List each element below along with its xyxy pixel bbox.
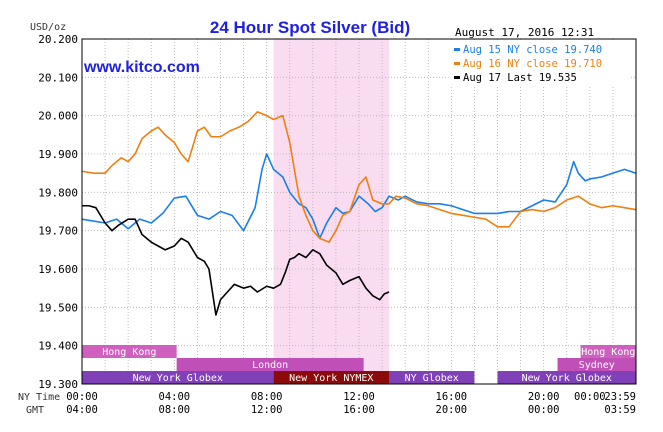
session-new-york-nymex-label: New York NYMEX — [289, 373, 373, 384]
y-unit-label: USD/oz — [30, 22, 66, 33]
session-ny-globex-label: NY Globex — [405, 373, 459, 384]
x-tick-gmt: 04:00 — [66, 404, 98, 416]
legend-entry-3: Aug 17 Last 19.535 — [463, 72, 577, 84]
y-tick-label: 19.700 — [38, 225, 78, 238]
y-tick-label: 20.200 — [38, 33, 78, 46]
y-tick-label: 19.300 — [38, 378, 78, 391]
plot-frame — [81, 38, 637, 385]
y-tick-label: 19.800 — [38, 186, 78, 199]
x-tick-gmt: 00:00 — [528, 404, 560, 416]
session-new-york-globex-bar — [82, 371, 274, 384]
x-tick-gmt: 12:00 — [251, 404, 283, 416]
nymex-session-highlight — [273, 39, 390, 384]
session-london-label: London — [252, 360, 288, 371]
y-tick-label: 19.400 — [38, 340, 78, 353]
session-sydney-bar — [557, 358, 636, 371]
legend-swatch-2 — [454, 62, 460, 65]
y-tick-label: 19.600 — [38, 263, 78, 276]
session-new-york-globex-label: New York Globex — [522, 373, 612, 384]
session-hong-kong-label: Hong Kong — [581, 347, 635, 358]
session-hong-kong-bar — [580, 345, 636, 358]
session-ny-globex-bar — [389, 371, 475, 384]
x-tick-gmt: 16:00 — [343, 404, 375, 416]
session-new-york-nymex-bar — [273, 371, 390, 384]
session-new-york-globex-label: New York Globex — [133, 373, 223, 384]
series-line-2 — [82, 111, 636, 243]
session-sydney-label: Sydney — [579, 360, 615, 371]
series-line-3 — [82, 204, 390, 316]
x-tick-gmt: 20:00 — [436, 404, 468, 416]
gmt-label: GMT — [26, 405, 44, 416]
chart-title: 24 Hour Spot Silver (Bid) — [210, 18, 410, 37]
x-tick-ny: 23:59 — [604, 391, 636, 403]
x-tick-ny: 00:00 — [574, 391, 606, 403]
x-tick-ny: 00:00 — [66, 391, 98, 403]
ny-time-label: NY Time — [18, 392, 60, 403]
series-line-1 — [82, 153, 636, 240]
session-new-york-globex-bar — [497, 371, 636, 384]
x-tick-gmt: 08:00 — [159, 404, 191, 416]
legend-swatch-1 — [454, 48, 460, 51]
x-tick-ny: 08:00 — [251, 391, 283, 403]
session-london-bar — [176, 358, 364, 371]
watermark: www.kitco.com — [83, 59, 200, 76]
legend-entry-1: Aug 15 NY close 19.740 — [463, 44, 602, 56]
x-tick-ny: 16:00 — [436, 391, 468, 403]
session-hong-kong-label: Hong Kong — [102, 347, 156, 358]
y-tick-label: 19.900 — [38, 148, 78, 161]
x-tick-ny: 20:00 — [528, 391, 560, 403]
timestamp: August 17, 2016 12:31 — [455, 26, 594, 39]
x-tick-gmt: 03:59 — [604, 404, 636, 416]
legend-entry-2: Aug 16 NY close 19.710 — [463, 58, 602, 70]
legend-swatch-3 — [454, 76, 460, 79]
y-tick-label: 20.000 — [38, 110, 78, 123]
session-hong-kong-bar — [82, 345, 177, 358]
x-tick-ny: 12:00 — [343, 391, 375, 403]
y-tick-label: 19.500 — [38, 301, 78, 314]
y-tick-label: 20.100 — [38, 71, 78, 84]
x-tick-ny: 04:00 — [159, 391, 191, 403]
legend-box — [450, 42, 630, 86]
